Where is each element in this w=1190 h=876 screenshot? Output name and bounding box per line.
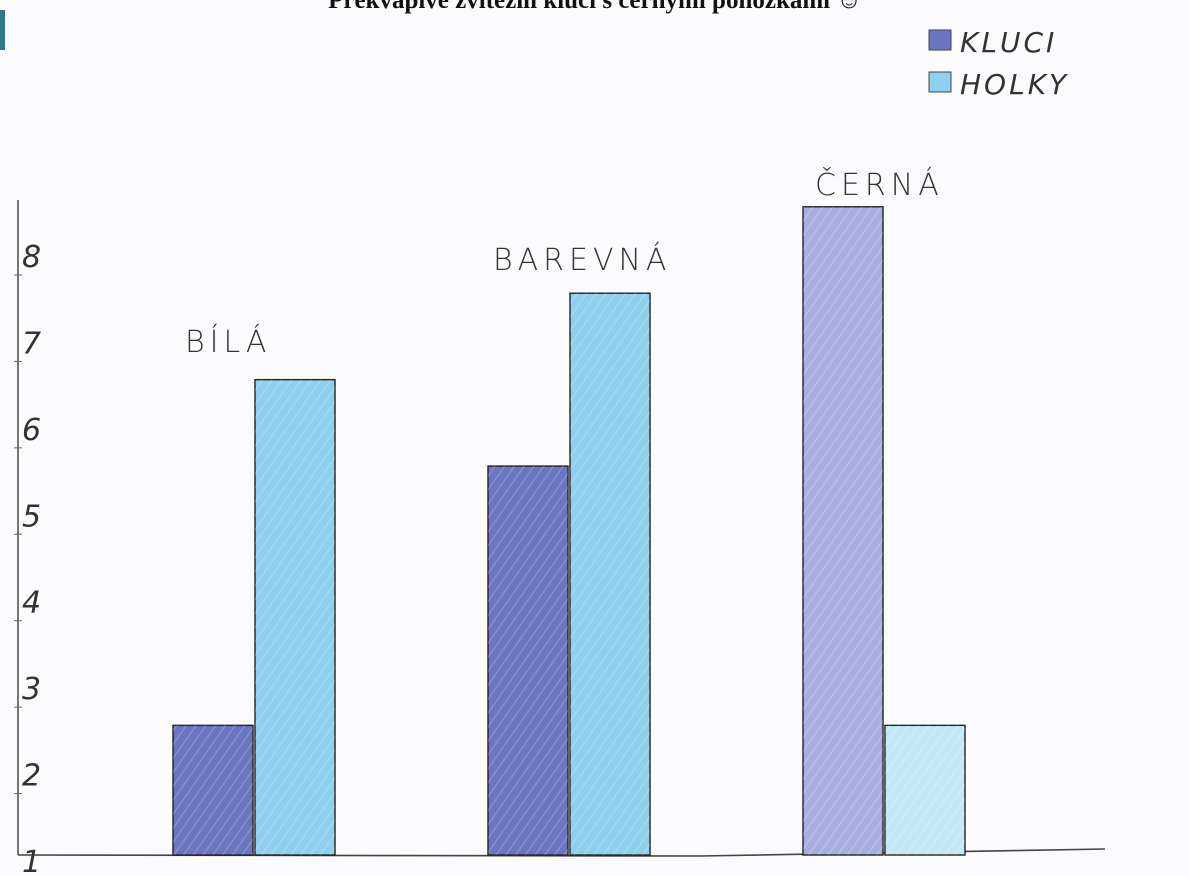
bar-hatch-texture <box>803 206 883 856</box>
category-labels: BÍLÁ BAREVNÁ ČERNÁ <box>185 166 944 360</box>
chart-title: Překvapivě zvítězili kluci s černými pon… <box>328 0 862 14</box>
y-tick-label: 7 <box>22 326 41 361</box>
category-label-1: BÍLÁ <box>185 324 271 360</box>
legend-label-1: KLUCI <box>960 26 1057 59</box>
y-tick-label: 8 <box>22 240 41 275</box>
y-axis-ticks: 1 2 3 4 5 6 7 8 <box>14 240 41 876</box>
y-tick-label: 4 <box>22 586 41 621</box>
y-tick-label: 5 <box>22 499 41 534</box>
legend: KLUCI HOLKY <box>928 26 1069 101</box>
page-edge-mark <box>0 10 5 50</box>
legend-swatch-1 <box>928 29 952 51</box>
y-tick-label: 1 <box>22 845 41 876</box>
category-label-2: BAREVNÁ <box>493 242 671 278</box>
bar-hatch-texture <box>570 293 650 855</box>
bar-hatch-texture <box>173 725 253 855</box>
bar-hatch-texture <box>885 725 965 855</box>
legend-swatch-2 <box>928 71 952 93</box>
bars <box>172 206 966 856</box>
y-tick-label: 2 <box>22 759 41 794</box>
y-tick-label: 6 <box>22 413 41 448</box>
bar-hatch-texture <box>255 379 335 855</box>
bar-hatch-texture <box>488 466 568 855</box>
y-tick-label: 3 <box>22 672 41 707</box>
legend-label-2: HOLKY <box>960 68 1069 101</box>
category-label-3: ČERNÁ <box>815 166 944 203</box>
